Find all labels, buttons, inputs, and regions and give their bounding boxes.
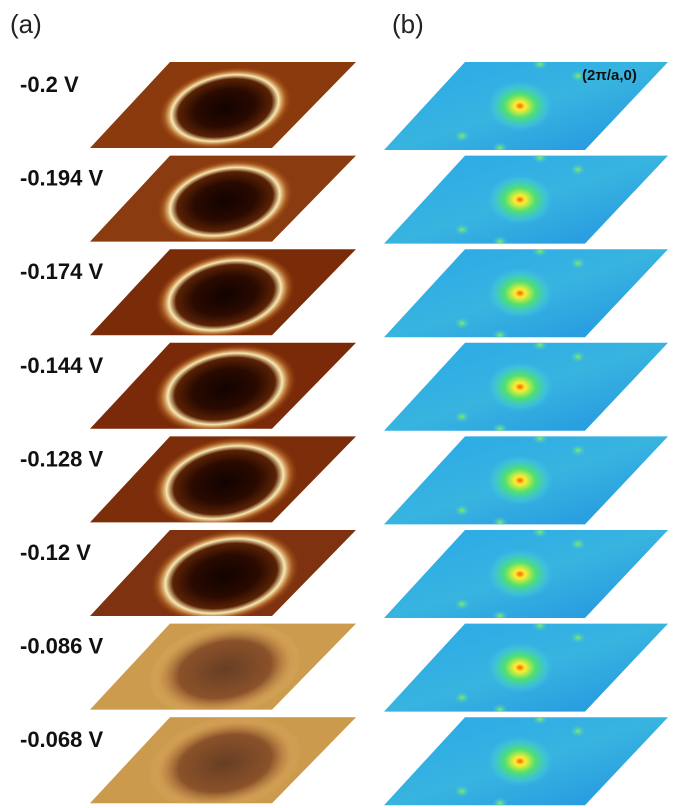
bragg-peak [454, 411, 470, 423]
bragg-peak [432, 345, 448, 357]
bragg-peak [492, 329, 508, 341]
bragg-peak [532, 620, 548, 632]
bragg-peak [454, 692, 470, 704]
bragg-peak [532, 339, 548, 351]
center-peak [486, 548, 554, 600]
bragg-peak [492, 704, 508, 716]
bragg-peak [454, 224, 470, 236]
figure: (a) (b) -0.2 V -0.194 V -0.174 V -0.144 V -0.1… [0, 0, 689, 808]
bragg-peak [492, 423, 508, 435]
bragg-peak [532, 58, 548, 70]
voltage-label: -0.194 V [20, 166, 103, 191]
bragg-peak [492, 610, 508, 622]
bragg-peak [432, 251, 448, 263]
stm-map [80, 608, 370, 730]
bragg-peak [492, 516, 508, 528]
bragg-peak [454, 130, 470, 142]
fft-map [380, 526, 672, 622]
center-peak [486, 174, 554, 226]
bragg-peak [432, 64, 448, 76]
voltage-label: -0.086 V [20, 634, 103, 659]
fft-map [380, 152, 672, 248]
noise [80, 715, 370, 807]
fft-map [380, 620, 672, 716]
noise [80, 622, 370, 714]
bragg-peak [532, 713, 548, 725]
bragg-peak [432, 438, 448, 450]
bragg-peak [570, 444, 586, 456]
voltage-label: -0.144 V [20, 353, 103, 378]
bragg-peak [570, 538, 586, 550]
bragg-peak [592, 417, 608, 429]
stm-map [80, 239, 370, 351]
bragg-peak [570, 164, 586, 176]
bragg-peak [592, 136, 608, 148]
stm-map [80, 147, 370, 256]
voltage-label: -0.2 V [20, 72, 79, 97]
bragg-peak [592, 510, 608, 522]
stm-map [80, 516, 370, 635]
center-peak [486, 267, 554, 319]
panel-label: (a) [10, 9, 42, 39]
bragg-peak [454, 504, 470, 516]
center-peak [486, 80, 554, 132]
bragg-peak [492, 142, 508, 154]
stm-map [80, 702, 370, 808]
center-peak [486, 642, 554, 694]
bragg-peak [432, 532, 448, 544]
bragg-peak [570, 725, 586, 737]
fft-map [380, 432, 672, 528]
bragg-peak [492, 236, 508, 248]
center-peak [486, 735, 554, 787]
bragg-peak [592, 604, 608, 616]
layer: (a) (b) -0.2 V -0.194 V -0.174 V -0.144 V -0.1… [10, 9, 672, 808]
voltage-label: -0.068 V [20, 727, 103, 752]
bragg-peak [432, 158, 448, 170]
bragg-peak [592, 791, 608, 803]
bragg-peak [570, 257, 586, 269]
center-peak [486, 454, 554, 506]
bragg-peak [454, 317, 470, 329]
voltage-label: -0.128 V [20, 446, 103, 471]
voltage-label: -0.12 V [20, 540, 91, 565]
bragg-peak [532, 526, 548, 538]
voltage-label: -0.174 V [20, 259, 103, 284]
stm-map [80, 55, 370, 162]
bragg-peak [532, 152, 548, 164]
fft-map [380, 713, 672, 808]
bragg-peak [432, 626, 448, 638]
fft-map [380, 339, 672, 435]
bragg-peak [592, 230, 608, 242]
stm-map [80, 424, 370, 541]
bragg-peak [432, 719, 448, 731]
bragg-peak [592, 698, 608, 710]
panel-label: (b) [392, 9, 424, 39]
bragg-peak [532, 432, 548, 444]
bragg-peak [570, 351, 586, 363]
bragg-peak [454, 598, 470, 610]
bragg-peak [532, 245, 548, 257]
fft-map [380, 245, 672, 341]
bragg-peak [570, 632, 586, 644]
bragg-peak [592, 323, 608, 335]
stm-map [80, 332, 370, 446]
center-peak [486, 361, 554, 413]
bragg-peak [454, 785, 470, 797]
reciprocal-annotation: (2π/a,0) [582, 67, 637, 84]
